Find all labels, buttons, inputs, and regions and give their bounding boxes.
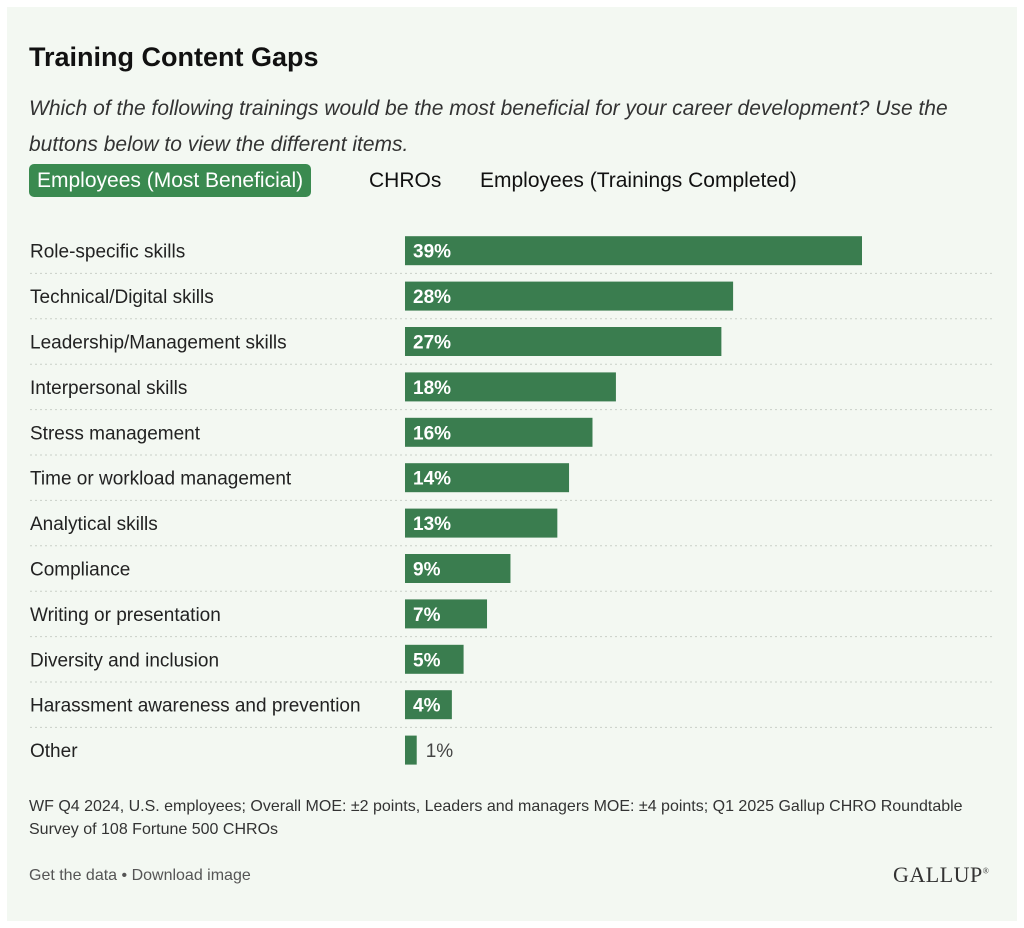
bar <box>405 327 722 356</box>
download-image-link[interactable]: Download image <box>131 867 251 884</box>
value-label: 9% <box>413 560 441 581</box>
tab-chros[interactable]: CHROs <box>369 164 441 197</box>
bar <box>405 554 511 583</box>
value-label: 18% <box>413 378 451 399</box>
bar <box>405 372 616 402</box>
value-label: 13% <box>413 514 451 535</box>
gallup-logo: GALLUP® <box>893 862 989 888</box>
bar <box>405 735 417 765</box>
category-label: Writing or presentation <box>30 605 221 626</box>
tab-employees-trainings-completed[interactable]: Employees (Trainings Completed) <box>480 164 797 197</box>
get-data-link[interactable]: Get the data <box>29 867 118 884</box>
value-label: 27% <box>413 333 451 354</box>
footer-separator: • <box>117 867 132 884</box>
bar <box>405 690 452 720</box>
value-label: 14% <box>413 469 451 490</box>
value-label: 5% <box>413 650 441 671</box>
value-label: 28% <box>413 287 451 308</box>
category-label: Analytical skills <box>30 514 158 535</box>
category-label: Compliance <box>30 560 130 581</box>
chart-card: Training Content Gaps Which of the follo… <box>7 7 1017 921</box>
category-label: Other <box>30 741 78 762</box>
category-label: Harassment awareness and prevention <box>30 696 361 717</box>
value-label: 7% <box>413 605 441 626</box>
category-label: Stress management <box>30 423 201 444</box>
chart-subtitle: Which of the following trainings would b… <box>29 97 948 156</box>
value-label: 39% <box>413 242 451 263</box>
value-label: 1% <box>426 741 454 762</box>
category-label: Technical/Digital skills <box>30 287 214 308</box>
bar <box>405 236 862 266</box>
category-label: Role-specific skills <box>30 242 185 263</box>
bar <box>405 644 464 674</box>
category-label: Leadership/Management skills <box>30 333 287 354</box>
gallup-logo-mark: ® <box>982 866 990 876</box>
gallup-logo-text: GALLUP <box>893 862 983 887</box>
bar <box>405 508 558 538</box>
bar <box>405 599 488 629</box>
value-label: 4% <box>413 696 441 717</box>
bar <box>405 417 593 447</box>
chart-title: Training Content Gaps <box>29 42 319 72</box>
category-label: Diversity and inclusion <box>30 650 219 671</box>
source-note: WF Q4 2024, U.S. employees; Overall MOE:… <box>29 798 963 838</box>
footer-links: Get the data • Download image <box>29 867 251 885</box>
bar <box>405 463 570 493</box>
bar-chart: Role-specific skills 39% Technical/Digital… <box>30 236 992 765</box>
tab-employees-most-beneficial[interactable]: Employees (Most Beneficial) <box>29 164 312 197</box>
category-label: Time or workload management <box>30 469 292 490</box>
value-label: 16% <box>413 423 451 444</box>
category-label: Interpersonal skills <box>30 378 187 399</box>
bar <box>405 281 734 311</box>
